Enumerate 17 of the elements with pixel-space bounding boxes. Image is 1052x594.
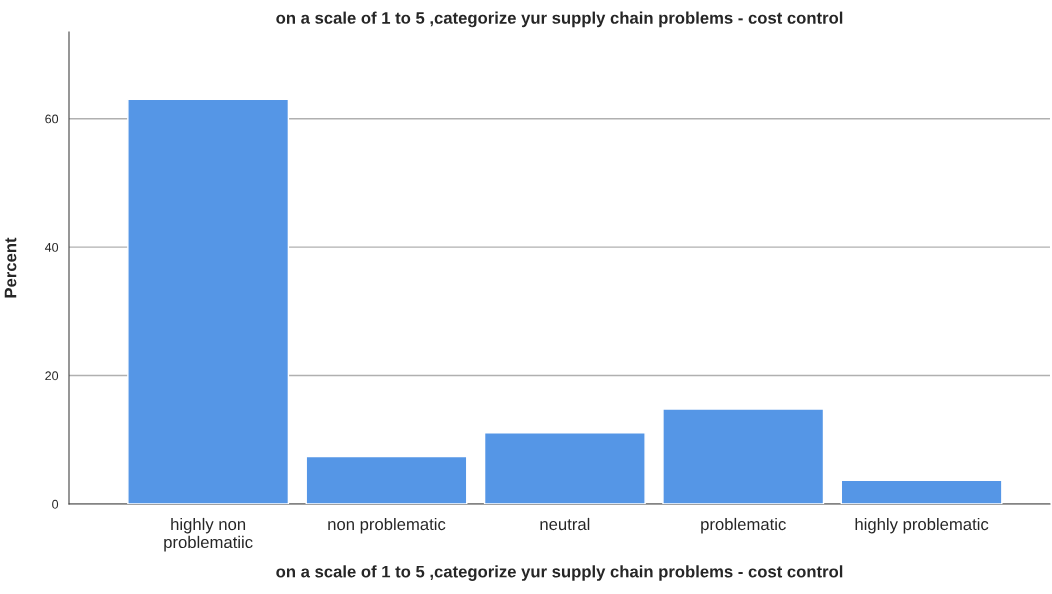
x-axis-title: on a scale of 1 to 5 ,categorize yur supply chain problems - cost control (276, 565, 843, 581)
x-tick-label: neutral (540, 517, 590, 531)
chart-title: on a scale of 1 to 5 ,categorize yur supply chain problems - cost control (276, 11, 843, 28)
x-tick-label: non problematic (328, 517, 446, 534)
bar (662, 408, 825, 504)
y-tick-label: 40 (44, 242, 59, 252)
bar (127, 98, 290, 504)
bar (840, 479, 1003, 504)
y-tick-label: 0 (52, 499, 59, 509)
bar (305, 455, 468, 504)
x-tick-label: highly non problematiic (164, 517, 253, 552)
bar (483, 432, 646, 504)
y-tick-label: 60 (45, 114, 59, 124)
y-axis-title: Percent (4, 237, 17, 298)
y-tick-label: 20 (45, 371, 59, 381)
x-tick-label: problematic (701, 517, 786, 534)
x-tick-label: highly problematic (855, 517, 989, 534)
